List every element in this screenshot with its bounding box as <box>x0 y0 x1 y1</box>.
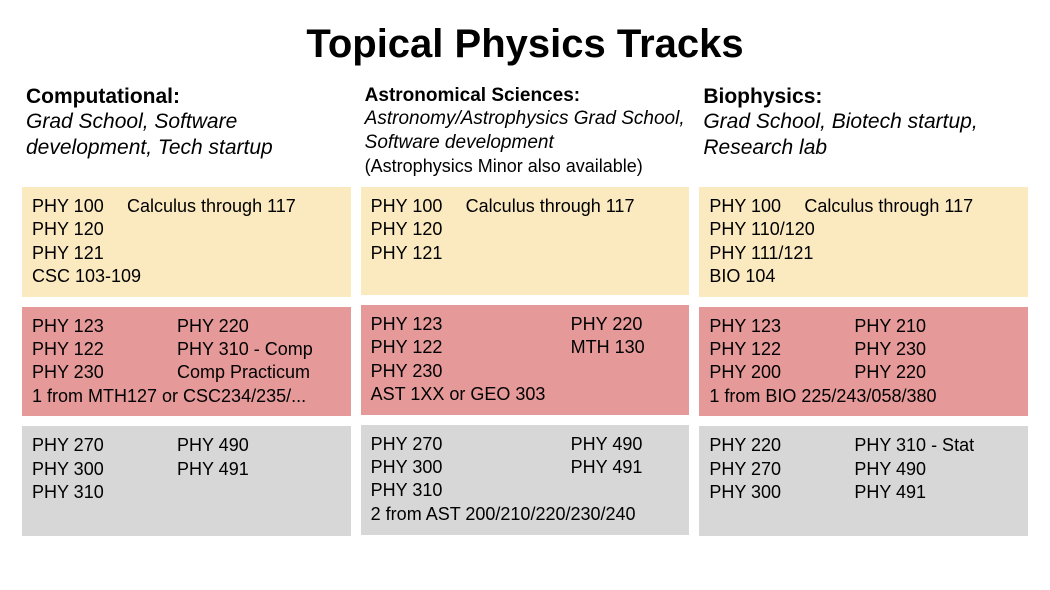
band-footer: 2 from AST 200/210/220/230/240 <box>371 503 680 526</box>
course-cell: PHY 220 <box>571 313 680 336</box>
course-cell: PHY 100 <box>32 195 127 218</box>
course-cell: PHY 230 <box>371 360 571 383</box>
course-cell: PHY 123 <box>32 315 177 338</box>
course-cell: PHY 110/120 <box>709 218 1018 241</box>
track-subtitle: Grad School, Biotech startup, Research l… <box>703 109 1024 162</box>
course-cell: PHY 310 <box>371 479 571 502</box>
track-title: Biophysics: <box>703 85 1024 109</box>
course-cell: PHY 230 <box>32 361 177 384</box>
course-cell: PHY 270 <box>709 458 854 481</box>
course-cell: PHY 230 <box>854 338 1018 361</box>
course-cell: PHY 120 <box>32 218 127 241</box>
course-cell: Calculus through 117 <box>127 195 341 218</box>
course-cell: PHY 121 <box>32 242 127 265</box>
track-astronomical: Astronomical Sciences: Astronomy/Astroph… <box>361 77 690 536</box>
band-pink: PHY 123PHY 220 PHY 122MTH 130 PHY 230 AS… <box>361 305 690 415</box>
course-cell: CSC 103-109 <box>32 265 341 288</box>
page-title: Topical Physics Tracks <box>0 0 1050 77</box>
track-title: Astronomical Sciences: <box>365 85 686 107</box>
course-cell: PHY 100 <box>709 195 804 218</box>
track-subtitle: Astronomy/Astrophysics Grad School, Soft… <box>365 107 686 155</box>
course-cell: PHY 120 <box>371 218 466 241</box>
track-header: Astronomical Sciences: Astronomy/Astroph… <box>361 77 690 187</box>
band-yellow: PHY 100Calculus through 117 PHY 110/120 … <box>699 187 1028 297</box>
band-yellow: PHY 100Calculus through 117 PHY 120 PHY … <box>22 187 351 297</box>
course-cell: PHY 270 <box>371 433 571 456</box>
course-cell: PHY 491 <box>571 456 680 479</box>
track-computational: Computational: Grad School, Software dev… <box>22 77 351 536</box>
course-cell: PHY 310 <box>32 481 177 504</box>
course-cell: PHY 220 <box>709 434 854 457</box>
course-cell: PHY 490 <box>854 458 1018 481</box>
course-cell: PHY 300 <box>371 456 571 479</box>
course-cell: PHY 490 <box>177 434 341 457</box>
course-cell: PHY 300 <box>709 481 854 504</box>
band-pink: PHY 123PHY 220 PHY 122PHY 310 - Comp PHY… <box>22 307 351 417</box>
course-cell: Calculus through 117 <box>804 195 1018 218</box>
track-title: Computational: <box>26 85 347 109</box>
course-cell: PHY 100 <box>371 195 466 218</box>
course-cell: PHY 310 - Stat <box>854 434 1018 457</box>
band-footer: 1 from BIO 225/243/058/380 <box>709 385 1018 408</box>
course-cell: PHY 200 <box>709 361 854 384</box>
band-gray: PHY 270PHY 490 PHY 300PHY 491 PHY 310 2 … <box>361 425 690 535</box>
band-yellow: PHY 100Calculus through 117 PHY 120 PHY … <box>361 187 690 295</box>
course-cell: PHY 122 <box>32 338 177 361</box>
course-cell: BIO 104 <box>709 265 1018 288</box>
band-pink: PHY 123PHY 210 PHY 122PHY 230 PHY 200PHY… <box>699 307 1028 417</box>
course-cell: Calculus through 117 <box>466 195 680 218</box>
course-cell: PHY 210 <box>854 315 1018 338</box>
course-cell: PHY 220 <box>177 315 341 338</box>
track-header: Biophysics: Grad School, Biotech startup… <box>699 77 1028 187</box>
course-cell: PHY 220 <box>854 361 1018 384</box>
course-cell: PHY 270 <box>32 434 177 457</box>
band-footer: AST 1XX or GEO 303 <box>371 383 680 406</box>
course-cell: MTH 130 <box>571 336 680 359</box>
course-cell: PHY 122 <box>709 338 854 361</box>
band-footer: 1 from MTH127 or CSC234/235/... <box>32 385 341 408</box>
course-cell: PHY 121 <box>371 242 466 265</box>
course-cell: PHY 491 <box>177 458 341 481</box>
track-biophysics: Biophysics: Grad School, Biotech startup… <box>699 77 1028 536</box>
course-cell: PHY 491 <box>854 481 1018 504</box>
track-subtitle: Grad School, Software development, Tech … <box>26 109 347 162</box>
tracks-container: Computational: Grad School, Software dev… <box>0 77 1050 536</box>
track-note: (Astrophysics Minor also available) <box>365 155 686 178</box>
course-cell: PHY 310 - Comp <box>177 338 341 361</box>
course-cell: PHY 123 <box>371 313 571 336</box>
band-gray: PHY 220PHY 310 - Stat PHY 270PHY 490 PHY… <box>699 426 1028 536</box>
course-cell: PHY 123 <box>709 315 854 338</box>
course-cell: PHY 300 <box>32 458 177 481</box>
band-gray: PHY 270PHY 490 PHY 300PHY 491 PHY 310 <box>22 426 351 536</box>
course-cell: PHY 111/121 <box>709 242 1018 265</box>
course-cell: PHY 122 <box>371 336 571 359</box>
track-header: Computational: Grad School, Software dev… <box>22 77 351 187</box>
course-cell: PHY 490 <box>571 433 680 456</box>
course-cell: Comp Practicum <box>177 361 341 384</box>
